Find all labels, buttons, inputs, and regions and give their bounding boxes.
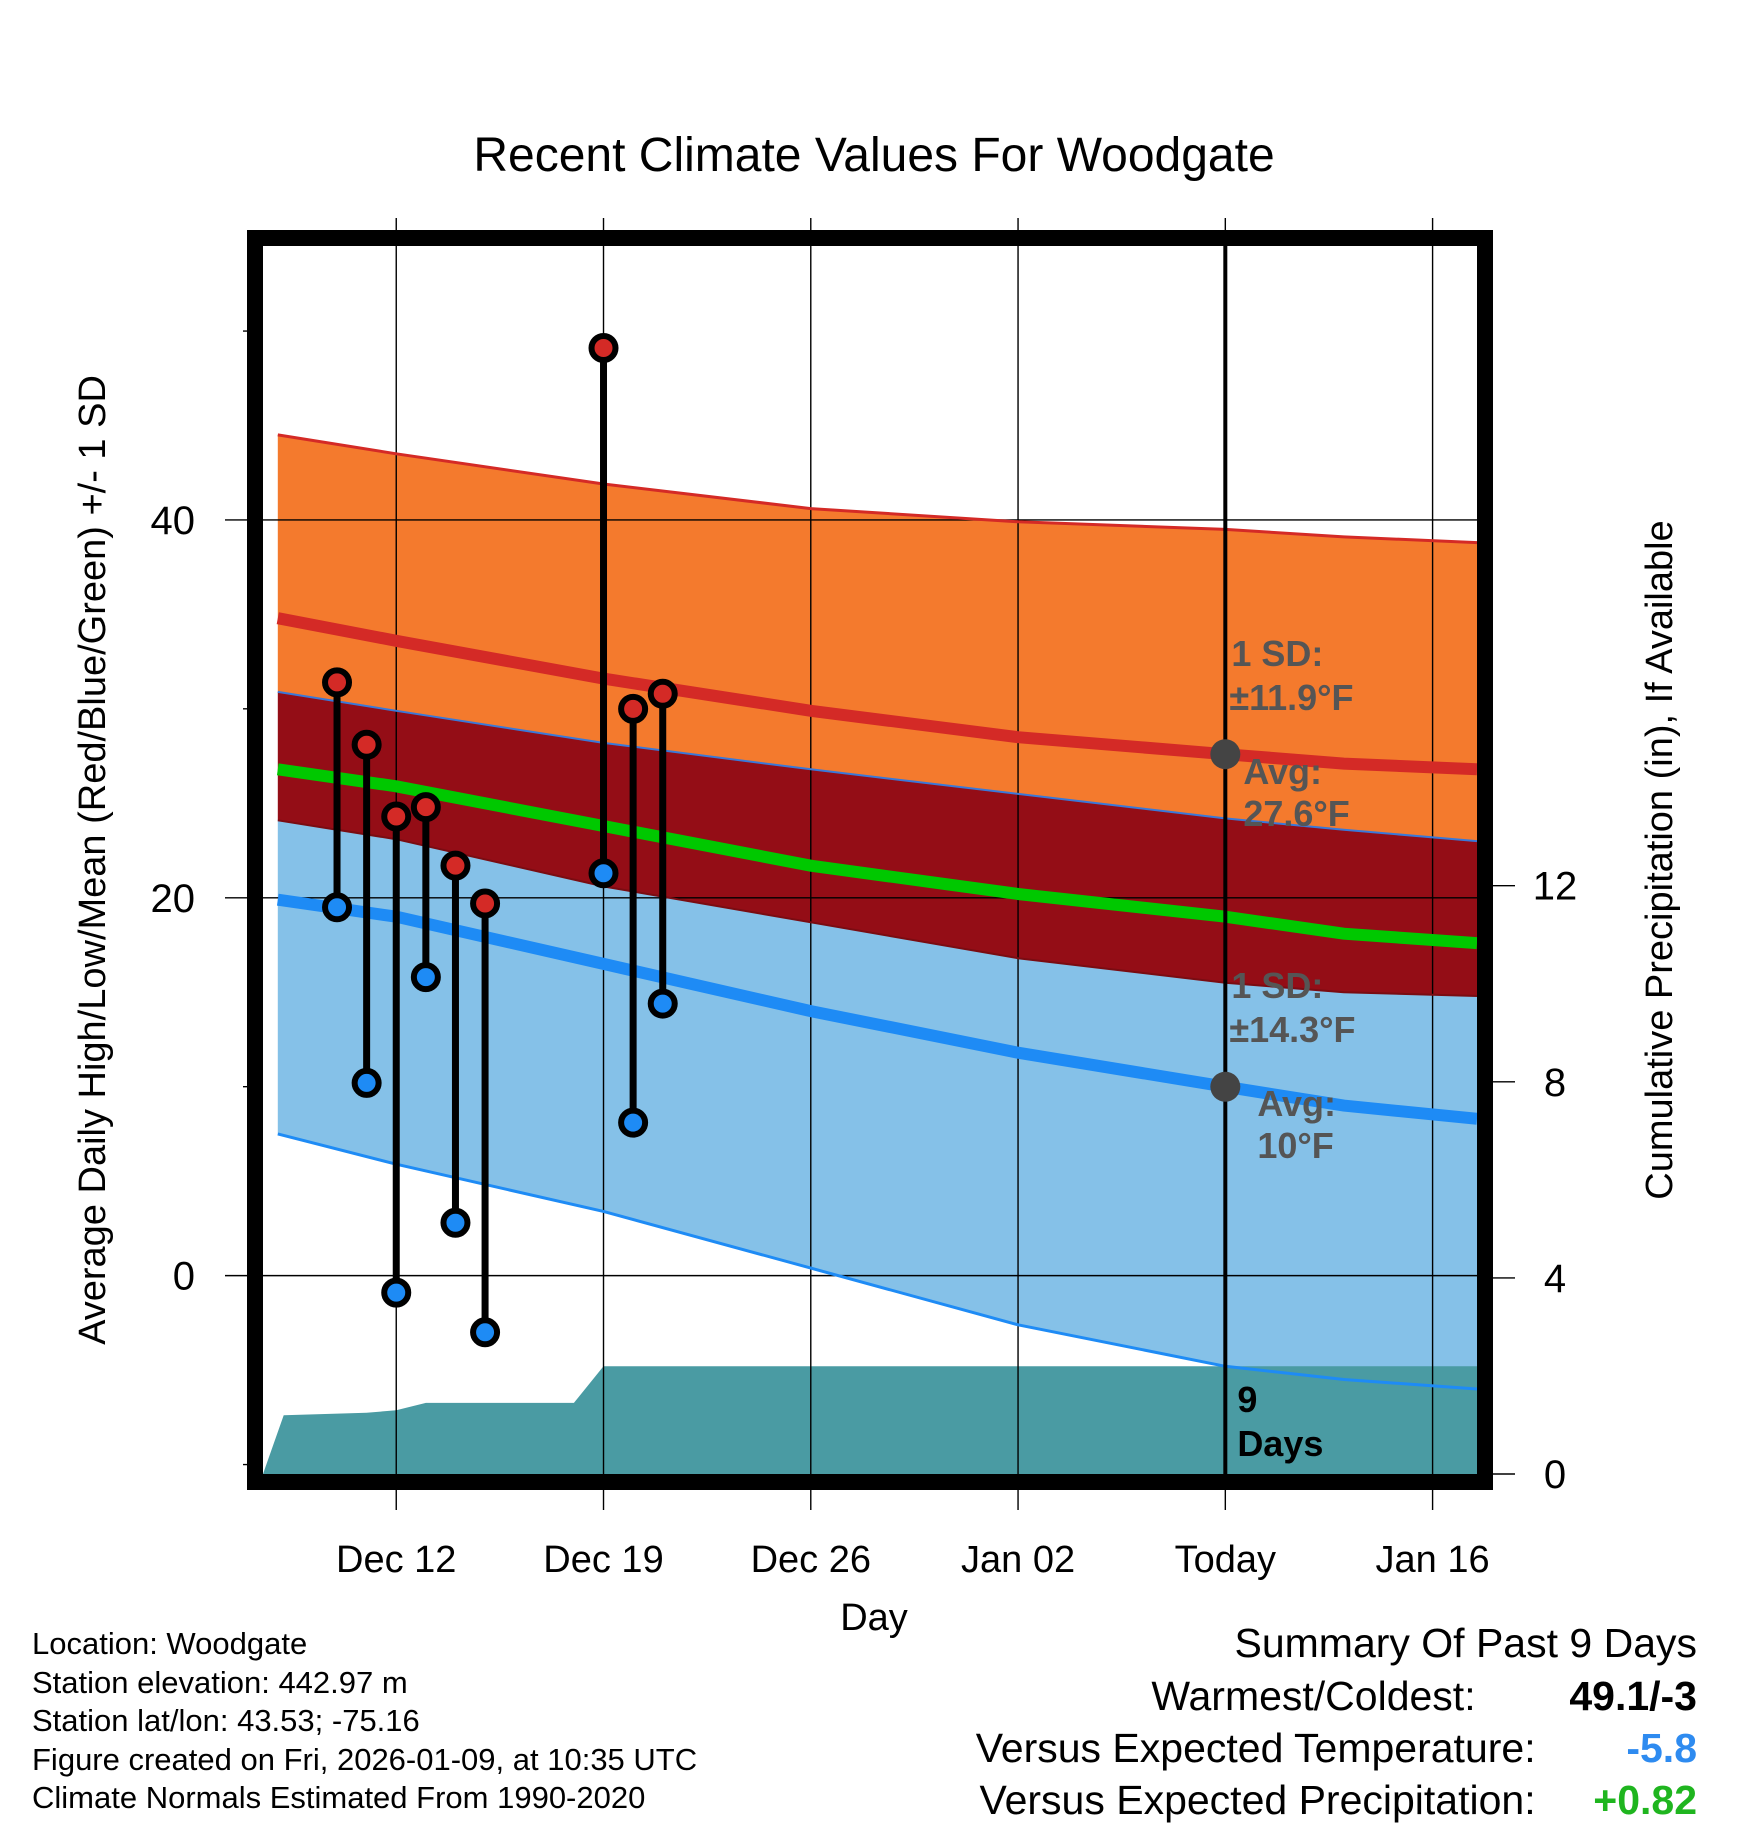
y-tick-label-right: 4: [1544, 1257, 1566, 1301]
low-sd-upper-line: [277, 819, 1477, 997]
precip-label: Versus Expected Precipitation:: [979, 1777, 1536, 1823]
high-sd-upper-line: [277, 433, 1477, 545]
x-axis-label: Day: [840, 1597, 908, 1639]
high-sd-band: [277, 434, 1477, 842]
temp-value: -5.8: [1626, 1725, 1697, 1771]
y-tick-label-left: 40: [151, 499, 196, 543]
obs-low-marker: [588, 858, 619, 889]
obs-high-marker: [322, 667, 353, 698]
obs-low-marker: [440, 1207, 471, 1238]
figure-created: Figure created on Fri, 2026-01-09, at 10…: [32, 1741, 698, 1777]
summary-precip: Versus Expected Precipitation: +0.82: [976, 1777, 1698, 1829]
y-tick-label-left: 0: [173, 1255, 195, 1299]
today-low-avg-dot: [1210, 1071, 1241, 1102]
station-latlon: Station lat/lon: 43.53; -75.16: [32, 1703, 420, 1738]
obs-low-marker: [410, 962, 441, 993]
low-avg-label: Avg:: [1257, 1083, 1336, 1124]
obs-high-marker: [381, 801, 412, 832]
station-location: Location: Woodgate: [32, 1626, 308, 1661]
x-tick-label: Jan 02: [961, 1539, 1075, 1581]
high-avg-label: Avg:: [1243, 751, 1322, 792]
x-tick-label: Dec 19: [543, 1539, 663, 1581]
obs-high-marker: [618, 693, 649, 724]
x-tick-label: Dec 26: [751, 1539, 871, 1581]
today-high-avg-dot: [1210, 739, 1241, 770]
obs-low-marker: [381, 1277, 412, 1308]
y-axis-label-left: Average Daily High/Low/Mean (Red/Blue/Gr…: [72, 375, 114, 1345]
summary-warm-cold: Warmest/Coldest: 49.1/-3: [976, 1673, 1697, 1725]
obs-low-marker: [322, 892, 353, 923]
summary-panel: Summary Of Past 9 Days Warmest/Coldest: …: [976, 1620, 1697, 1829]
high-sd-lower-line: [277, 690, 1477, 843]
days-word: Days: [1237, 1423, 1323, 1464]
x-tick-label: Dec 12: [336, 1539, 456, 1581]
station-info: Location: Woodgate Station elevation: 44…: [32, 1625, 697, 1818]
low-sd-lower-line: [277, 1132, 1477, 1391]
obs-high-marker: [351, 729, 382, 760]
chart-title: Recent Climate Values For Woodgate: [473, 129, 1275, 182]
y-tick-label-right: 12: [1533, 865, 1578, 909]
summary-temp: Versus Expected Temperature: -5.8: [976, 1725, 1697, 1777]
warm-cold-value: 49.1/-3: [1569, 1673, 1697, 1719]
precip-value: +0.82: [1593, 1777, 1697, 1823]
obs-low-marker: [647, 988, 678, 1019]
obs-high-marker: [410, 792, 441, 823]
x-tick-label: Today: [1175, 1539, 1276, 1581]
obs-high-marker: [440, 850, 471, 881]
low-avg-value: 10°F: [1257, 1125, 1333, 1166]
station-elevation: Station elevation: 442.97 m: [32, 1664, 408, 1700]
obs-high-marker: [647, 678, 678, 709]
obs-high-marker: [588, 333, 619, 364]
y-tick-label-right: 8: [1544, 1061, 1566, 1105]
summary-heading: Summary Of Past 9 Days: [1234, 1620, 1697, 1666]
obs-high-marker: [470, 888, 501, 919]
warm-cold-label: Warmest/Coldest:: [1151, 1673, 1476, 1719]
y-axis-label-right: Cumulative Precipitation (in), If Availa…: [1639, 520, 1681, 1199]
precip-area: [263, 1366, 1477, 1474]
days-count: 9: [1237, 1379, 1257, 1420]
mean-avg-line: [276, 763, 1477, 950]
mean-band: [277, 691, 1477, 996]
low-avg-line: [276, 893, 1477, 1125]
x-tick-label: Jan 16: [1376, 1539, 1490, 1581]
high-avg-line: [276, 612, 1477, 776]
high-sd-value: ±11.9°F: [1229, 677, 1353, 718]
obs-low-marker: [470, 1317, 501, 1348]
y-tick-label-left: 20: [151, 877, 196, 921]
obs-low-marker: [618, 1107, 649, 1138]
low-sd-value: ±14.3°F: [1229, 1009, 1355, 1050]
y-tick-label-right: 0: [1544, 1453, 1566, 1497]
temp-label: Versus Expected Temperature:: [975, 1725, 1536, 1771]
plot-frame: [247, 230, 1493, 1490]
low-sd-label: 1 SD:: [1231, 965, 1323, 1006]
climate-normals-note: Climate Normals Estimated From 1990-2020: [32, 1780, 646, 1815]
obs-low-marker: [351, 1067, 382, 1098]
high-avg-value: 27.6°F: [1243, 793, 1349, 834]
high-sd-label: 1 SD:: [1231, 633, 1323, 674]
